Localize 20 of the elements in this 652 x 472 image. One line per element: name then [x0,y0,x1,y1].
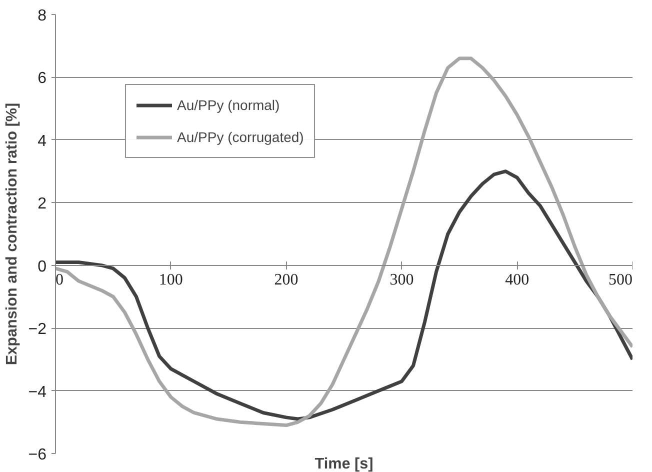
y-tick-label: 4 [38,132,47,150]
y-tick-label: −4 [28,384,47,401]
y-axis-title: Expansion and contraction ratio [%] [3,102,20,366]
x-tick-label: 0 [56,271,64,288]
legend-label: Au/PPy (normal) [177,97,280,113]
y-tick-label: −6 [28,446,47,464]
x-axis-title: Time [s] [314,456,374,472]
x-tick-label: 400 [505,271,530,288]
x-tick-label: 300 [390,271,414,288]
y-tick-label: 2 [38,196,47,213]
line-series [56,170,632,421]
y-tick-label: −2 [28,321,47,338]
y-tick-label: 8 [38,8,47,24]
y-tick-label: 6 [38,70,47,88]
x-tick-label: 500 [608,271,632,288]
y-tick-label: 0 [38,258,47,276]
x-tick-label: 200 [274,271,298,288]
x-tick-label: 100 [158,271,183,288]
legend-label: Au/PPy (corrugated) [177,129,304,145]
line-series [56,56,632,428]
